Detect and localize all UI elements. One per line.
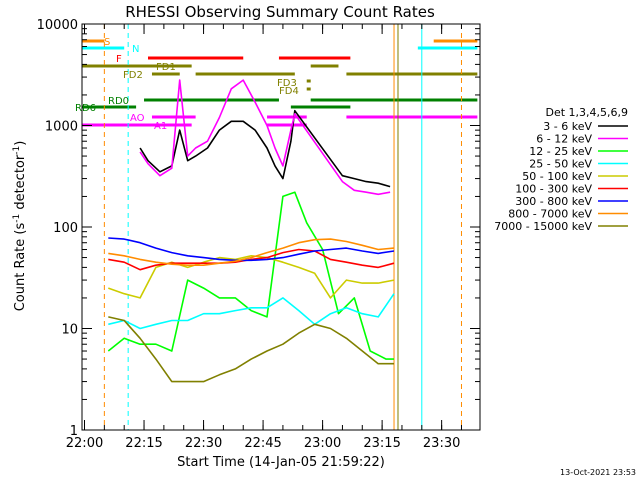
y-tick-label: 10000	[37, 18, 78, 33]
flag-label-fd3: FD3	[277, 78, 297, 89]
y-tick-label: 1000	[45, 120, 78, 135]
x-tick-label: 22:45	[244, 436, 281, 451]
x-tick-label: 23:00	[304, 436, 341, 451]
legend-entry-label: 300 - 800 keV	[515, 195, 592, 208]
footer-timestamp: 13-Oct-2021 23:53	[560, 468, 636, 477]
flag-label-fd4: FD4	[279, 86, 299, 97]
flag-label-rd6: RD6	[75, 103, 96, 114]
series-line-8	[108, 316, 394, 383]
series-line-4	[108, 255, 395, 299]
legend-entry-label: 3 - 6 keV	[543, 120, 592, 133]
series-layer	[107, 79, 395, 383]
y-tick-label: 100	[53, 221, 78, 236]
y-tick-label: 10	[61, 323, 78, 338]
chart-title: RHESSI Observing Summary Count Rates	[125, 3, 435, 21]
x-tick-labels: 22:00 22:15 22:30 22:45 23:00 23:15 23:30	[66, 436, 461, 451]
legend-title: Det 1,3,4,5,6,9	[545, 106, 628, 119]
series-line-6	[108, 237, 395, 262]
y-tick-labels: 1 10 100 1000 10000	[37, 18, 78, 439]
axis-ticks	[82, 23, 480, 431]
series-line-1	[139, 79, 391, 196]
flag-label-ao: AO	[130, 113, 145, 124]
flag-label-fd1: FD1	[156, 62, 176, 73]
y-tick-label: 1	[70, 424, 78, 439]
vertical-markers-layer	[103, 24, 462, 430]
x-tick-label: 22:15	[125, 436, 162, 451]
x-tick-label: 22:00	[66, 436, 103, 451]
x-axis-label: Start Time (14-Jan-05 21:59:22)	[177, 455, 385, 470]
legend-entry-label: 12 - 25 keV	[529, 145, 592, 158]
series-line-7	[108, 238, 395, 267]
series-line-2	[107, 191, 394, 360]
flag-label-a1: A1	[154, 121, 167, 132]
series-line-3	[108, 293, 395, 330]
flag-label-n: N	[132, 44, 139, 55]
legend-entry-label: 800 - 7000 keV	[508, 208, 592, 221]
flag-label-s: S	[104, 37, 110, 48]
legend-entry-label: 6 - 12 keV	[536, 133, 592, 146]
x-tick-label: 23:15	[363, 436, 400, 451]
series-line-0	[139, 109, 391, 188]
flag-label-rd0: RD0	[108, 96, 129, 107]
legend-entry-label: 100 - 300 keV	[515, 183, 592, 196]
x-tick-label: 23:30	[423, 436, 460, 451]
x-tick-label: 22:30	[185, 436, 222, 451]
legend-entry-label: 25 - 50 keV	[529, 158, 592, 171]
flag-label-fd2: FD2	[123, 70, 143, 81]
flag-label-f: F	[116, 54, 122, 65]
y-axis-label: Count Rate (s-1 detector-1)	[12, 141, 28, 312]
legend-entry-label: 7000 - 15000 keV	[494, 220, 592, 233]
legend-entry-label: 50 - 100 keV	[522, 170, 592, 183]
series-line-5	[108, 248, 395, 271]
flag-bars-layer	[82, 39, 478, 127]
